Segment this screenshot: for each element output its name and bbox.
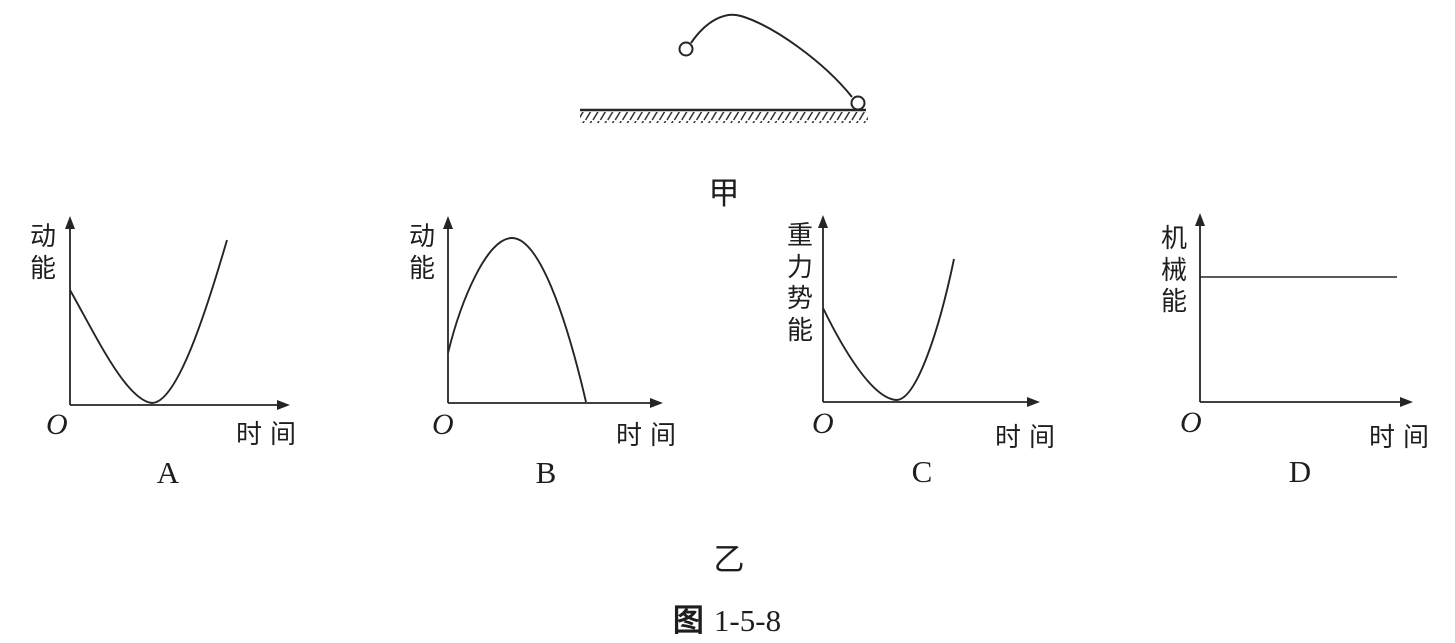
- graph-a-xlabel: 时间: [235, 420, 305, 449]
- figure-caption-number: 1-5-8: [713, 603, 782, 638]
- graph-a-curve: [69, 239, 228, 404]
- ground-hatching: [580, 112, 868, 123]
- graph-b-origin-label: O: [432, 408, 454, 441]
- graph-a-ylabel: 动能: [29, 222, 56, 283]
- graph-b-xlabel: 时间: [615, 421, 685, 450]
- trajectory-curve: [690, 13, 853, 98]
- graph-c-origin-label: O: [812, 407, 834, 440]
- bottom-diagram-label: 乙: [713, 542, 745, 577]
- graph-d-xlabel: 时间: [1368, 423, 1438, 452]
- graph-c-xlabel: 时间: [994, 423, 1064, 452]
- top-diagram-label: 甲: [708, 176, 740, 211]
- graph-b-letter: B: [535, 455, 557, 490]
- figure-caption: 图 1-5-8: [673, 595, 781, 640]
- graph-a-axes: [65, 216, 290, 410]
- ball-start-marker: [678, 41, 694, 57]
- graph-d-axes: [1195, 213, 1413, 407]
- projectile-diagram: [580, 13, 868, 123]
- ball-end-marker: [850, 95, 866, 111]
- graph-d-ylabel: 机械能: [1160, 224, 1187, 317]
- graph-c-axes: [818, 215, 1040, 407]
- graph-a-letter: A: [156, 455, 180, 490]
- graph-d-letter: D: [1288, 454, 1312, 489]
- figure-caption-prefix: 图: [672, 603, 704, 638]
- graph-c-curve: [822, 258, 955, 401]
- graph-b-ylabel: 动能: [408, 222, 435, 283]
- graph-d-origin-label: O: [1180, 406, 1202, 439]
- graph-c-letter: C: [911, 454, 933, 489]
- graph-c-ylabel: 重力势能: [786, 221, 813, 346]
- graph-b-axes: [443, 216, 663, 408]
- graph-a-origin-label: O: [46, 408, 68, 441]
- graph-b-curve: [447, 237, 587, 403]
